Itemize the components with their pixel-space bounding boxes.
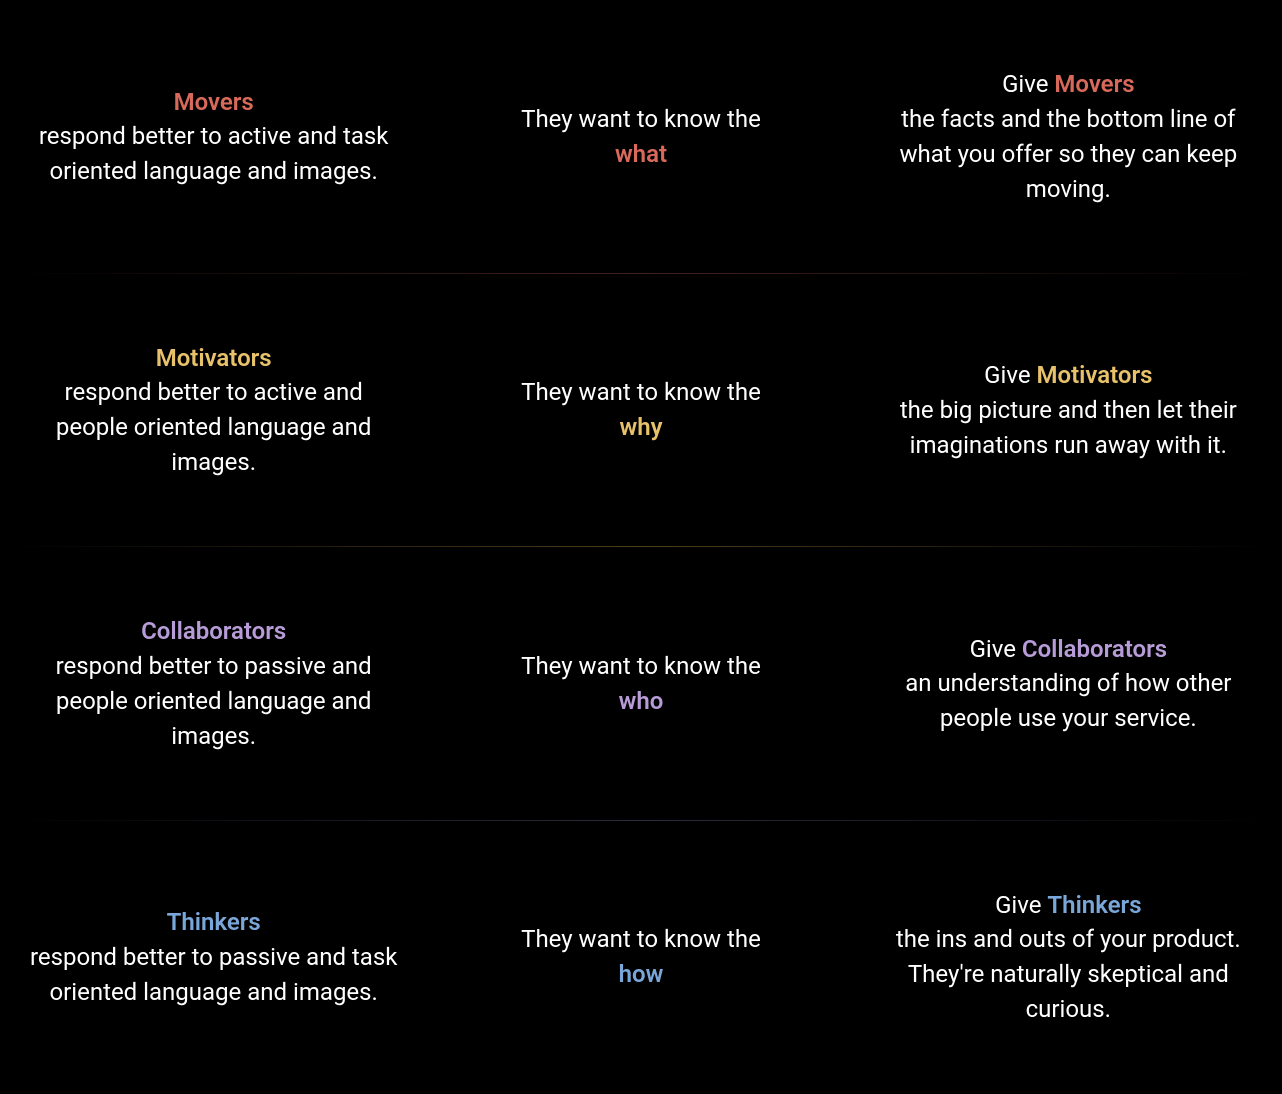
cell-thinkers-want: They want to know the how — [427, 821, 854, 1094]
want-prefix: They want to know the — [521, 922, 761, 957]
want-keyword: why — [619, 410, 662, 445]
give-persona-name: Collaborators — [1022, 635, 1167, 663]
response-text: respond better to passive and people ori… — [28, 649, 399, 753]
want-keyword: how — [619, 957, 664, 992]
persona-name: Motivators — [156, 341, 272, 376]
response-text: respond better to active and people orie… — [28, 375, 399, 479]
row-collaborators: Collaborators respond better to passive … — [0, 547, 1282, 821]
want-prefix: They want to know the — [521, 375, 761, 410]
give-persona-name: Motivators — [1037, 361, 1153, 389]
row-motivators: Motivators respond better to active and … — [0, 274, 1282, 548]
give-line: Give Motivators — [984, 358, 1152, 393]
give-text: the facts and the bottom line of what yo… — [883, 102, 1254, 206]
persona-name: Movers — [174, 85, 254, 120]
want-keyword: what — [615, 137, 667, 172]
cell-motivators-want: They want to know the why — [427, 274, 854, 548]
give-prefix: Give — [970, 635, 1016, 663]
cell-collaborators-give: Give Collaborators an understanding of h… — [855, 547, 1282, 821]
persona-grid: Movers respond better to active and task… — [0, 0, 1282, 1094]
give-prefix: Give — [984, 361, 1030, 389]
cell-motivators-give: Give Motivators the big picture and then… — [855, 274, 1282, 548]
give-text: the big picture and then let their imagi… — [883, 393, 1254, 463]
give-line: Give Movers — [1002, 67, 1135, 102]
give-persona-name: Thinkers — [1047, 891, 1141, 919]
response-text: respond better to active and task orient… — [28, 119, 399, 189]
give-text: the ins and outs of your product. They'r… — [883, 922, 1254, 1026]
give-prefix: Give — [995, 891, 1041, 919]
cell-movers-give: Give Movers the facts and the bottom lin… — [855, 0, 1282, 274]
give-text: an understanding of how other people use… — [883, 666, 1254, 736]
cell-movers-response: Movers respond better to active and task… — [0, 0, 427, 274]
cell-thinkers-give: Give Thinkers the ins and outs of your p… — [855, 821, 1282, 1094]
cell-collaborators-response: Collaborators respond better to passive … — [0, 547, 427, 821]
cell-motivators-response: Motivators respond better to active and … — [0, 274, 427, 548]
give-line: Give Collaborators — [970, 632, 1168, 667]
cell-thinkers-response: Thinkers respond better to passive and t… — [0, 821, 427, 1094]
give-prefix: Give — [1002, 70, 1048, 98]
want-prefix: They want to know the — [521, 102, 761, 137]
want-keyword: who — [619, 684, 664, 719]
persona-name: Collaborators — [141, 614, 286, 649]
response-text: respond better to passive and task orien… — [28, 940, 399, 1010]
cell-collaborators-want: They want to know the who — [427, 547, 854, 821]
want-prefix: They want to know the — [521, 649, 761, 684]
give-persona-name: Movers — [1054, 70, 1134, 98]
give-line: Give Thinkers — [995, 888, 1141, 923]
cell-movers-want: They want to know the what — [427, 0, 854, 274]
row-movers: Movers respond better to active and task… — [0, 0, 1282, 274]
row-thinkers: Thinkers respond better to passive and t… — [0, 821, 1282, 1094]
persona-name: Thinkers — [167, 905, 261, 940]
